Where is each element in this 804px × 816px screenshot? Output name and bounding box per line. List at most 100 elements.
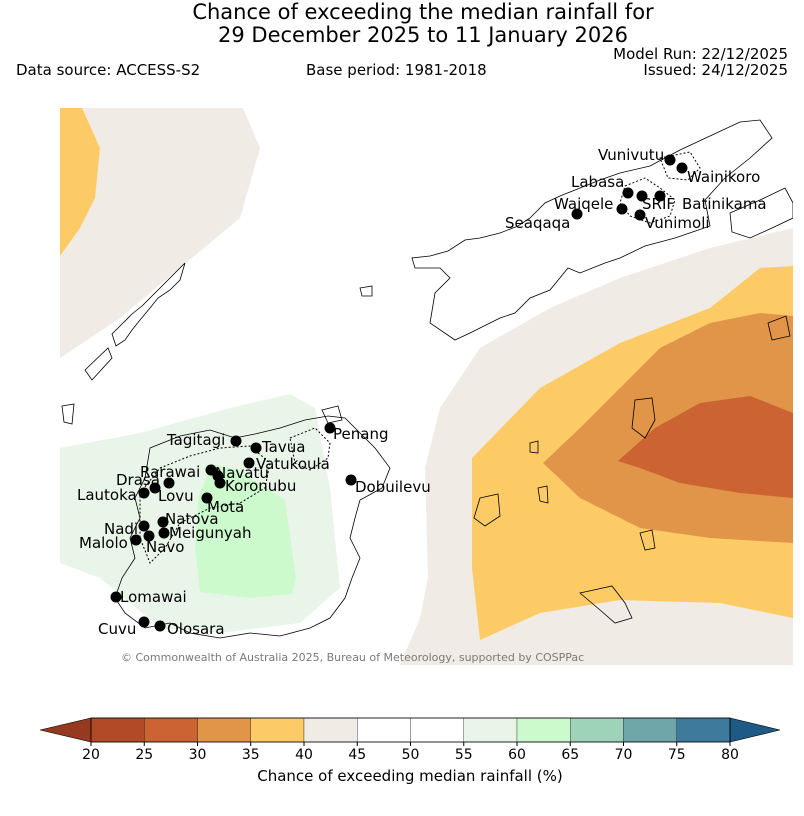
- colorbar-segment-5: [357, 717, 411, 743]
- station-label-meigunyah: Meigunyah: [169, 524, 251, 542]
- district-outline-west: [139, 445, 271, 564]
- issued-label: Issued: 24/12/2025: [643, 61, 788, 79]
- station-marker-seaqaqa: [571, 208, 583, 220]
- station-label-olosara: Olosara: [167, 620, 225, 638]
- title-line-1: Chance of exceeding the median rainfall …: [192, 0, 654, 24]
- colorbar-tick-label-80: 80: [721, 747, 739, 763]
- island-yad: [767, 315, 791, 341]
- station-label-labasa: Labasa: [571, 173, 624, 191]
- island-kadavu: [579, 585, 633, 624]
- colorbar-tick-label-55: 55: [455, 747, 473, 763]
- station-label-tavua: Tavua: [261, 438, 305, 456]
- coastlines: [61, 119, 793, 639]
- island-west-small: [61, 403, 75, 425]
- station-label-vunimoli: Vunimoli: [645, 214, 710, 232]
- station-marker-lomawai: [110, 591, 122, 603]
- island-se-small: [639, 529, 656, 551]
- station-marker-natova: [157, 516, 169, 528]
- zone-35-40-northwest: [60, 108, 100, 256]
- colorbar-tick-label-20: 20: [82, 747, 100, 763]
- colorbar-tick-label-70: 70: [615, 747, 633, 763]
- taveuni-coast: [729, 187, 793, 239]
- zone-40-45-northwest: [60, 108, 260, 358]
- station-marker-penang: [324, 422, 336, 434]
- station-label-mota: Mota: [207, 498, 244, 516]
- station-label-lomawai: Lomawai: [120, 588, 187, 606]
- colorbar-segment-10: [623, 717, 677, 743]
- colorbar-segment-7: [463, 717, 518, 743]
- station-marker-cuvu: [138, 616, 150, 628]
- colorbar-tick-label-45: 45: [348, 747, 366, 763]
- station-label-natova: Natova: [165, 510, 219, 528]
- zone-60-65: [195, 464, 296, 598]
- station-label-wainikoro: Wainikoro: [687, 168, 760, 186]
- station-marker-lovu: [149, 482, 161, 494]
- district-outline-northeast: [659, 151, 701, 181]
- colorbar: 20 25 30 35 40 45 50 55 60 65 70 75 80 Chance of exc…: [39, 717, 781, 785]
- station-label-srif: SRIF: [642, 195, 675, 213]
- colorbar-segment-11: [676, 717, 731, 743]
- colorbar-segment-9: [570, 717, 624, 743]
- station-label-drasa: Drasa: [116, 471, 160, 489]
- colorbar-tick-label-35: 35: [242, 747, 260, 763]
- station-marker-wainikoro: [676, 162, 688, 174]
- station-label-vunivutu: Vunivutu: [598, 146, 664, 164]
- colorbar-tick-label-30: 30: [189, 747, 207, 763]
- island-koro: [321, 405, 343, 424]
- station-marker-meigunyah: [158, 527, 170, 539]
- station-marker-koronubu: [214, 477, 226, 489]
- station-label-malolo: Malolo: [79, 534, 128, 552]
- station-label-tagitagi: Tagitagi: [166, 431, 225, 449]
- station-label-navatu: Navatu: [215, 464, 269, 482]
- station-marker-mota: [201, 492, 213, 504]
- colorbar-tick-label-65: 65: [561, 747, 579, 763]
- district-outline-north: [289, 427, 331, 471]
- station-marker-malolo: [130, 534, 142, 546]
- station-marker-vunivutu: [664, 154, 676, 166]
- colorbar-tick-label-60: 60: [508, 747, 526, 763]
- island-nw-small: [84, 347, 113, 381]
- station-marker-waiqele: [616, 203, 628, 215]
- station-marker-labasa: [622, 187, 634, 199]
- island-north-small: [359, 285, 373, 297]
- station-label-penang: Penang: [333, 425, 388, 443]
- colorbar-tick-label-75: 75: [668, 747, 686, 763]
- station-label-navo: Navo: [146, 538, 184, 556]
- colorbar-segment-6: [410, 717, 464, 743]
- yasawa-islands-coast: [111, 262, 186, 347]
- copyright-text: © Commonwealth of Australia 2025, Bureau…: [121, 651, 584, 664]
- station-marker-drasa: [163, 477, 175, 489]
- station-marker-olosara: [154, 620, 166, 632]
- station-marker-tavua: [250, 442, 262, 454]
- colorbar-segment-4: [303, 717, 358, 743]
- station-label-lautoka: Lautoka: [77, 486, 137, 504]
- station-layer: Vunivutu Wainikoro Labasa Waiqele SRIF Batini…: [77, 146, 767, 638]
- station-label-cuvu: Cuvu: [98, 620, 136, 638]
- colorbar-segment-8: [516, 717, 571, 743]
- lau-islands-coast: [631, 397, 656, 439]
- station-label-seaqaqa: Seaqaqa: [505, 214, 570, 232]
- colorbar-tick-label-25: 25: [135, 747, 153, 763]
- station-label-koronubu: Koronubu: [225, 477, 296, 495]
- colorbar-segment-0: [90, 717, 145, 743]
- station-label-dobuilevu: Dobuilevu: [355, 478, 431, 496]
- station-marker-navo: [143, 530, 155, 542]
- station-label-vatukoula: Vatukoula: [256, 455, 330, 473]
- viti-levu-coast: [114, 415, 391, 639]
- island-east-small: [473, 493, 501, 527]
- station-marker-tagitagi: [230, 435, 242, 447]
- rainfall-map: © Commonwealth of Australia 2025, Bureau…: [60, 108, 793, 665]
- colorbar-extend-high: [729, 717, 781, 743]
- station-marker-vunimoli: [634, 209, 646, 221]
- colorbar-segment-1: [144, 717, 198, 743]
- station-marker-dobuilevu: [345, 474, 357, 486]
- vanua-levu-coast: [411, 119, 773, 341]
- station-label-batinikama: Batinikama: [682, 195, 767, 213]
- colorbar-tick-label-50: 50: [402, 747, 420, 763]
- station-marker-batinikama: [654, 190, 666, 202]
- base-period-label: Base period: 1981-2018: [306, 61, 487, 79]
- colorbar-label: Chance of exceeding median rainfall (%): [257, 767, 562, 785]
- station-label-waiqele: Waiqele: [554, 195, 613, 213]
- station-marker-lautoka: [138, 487, 150, 499]
- station-label-rarawai: Rarawai: [140, 463, 200, 481]
